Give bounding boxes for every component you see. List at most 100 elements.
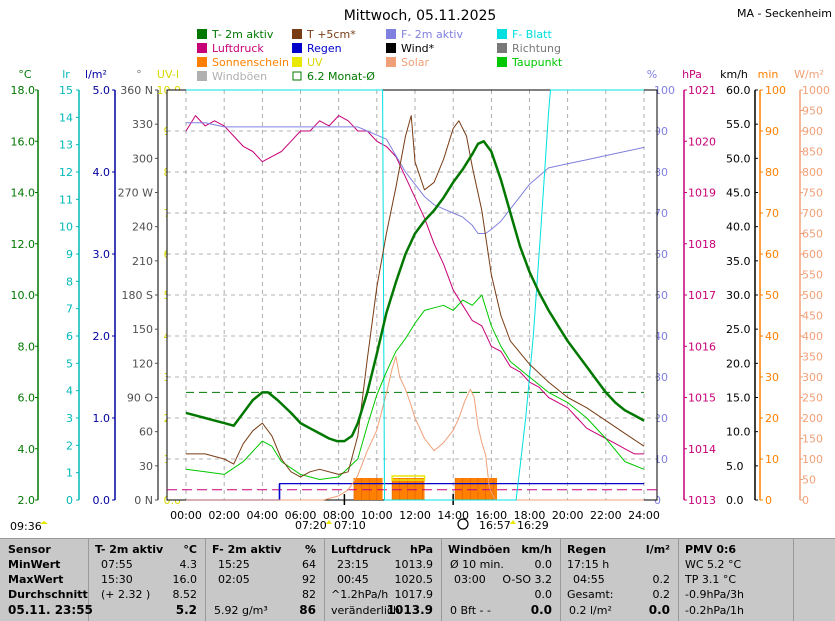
solar-tick-label: 250	[802, 392, 823, 405]
legend-item-sonnenschein-label: Sonnenschein	[212, 56, 289, 69]
dir-tick-label: 0 N	[134, 494, 153, 507]
dir-tick-label: 330	[132, 118, 153, 131]
press-tick-label: 1019	[688, 187, 716, 200]
axis-header-8: min	[758, 68, 779, 81]
press-unit: hPa	[409, 543, 433, 556]
press-tick-label: 1013	[688, 494, 716, 507]
sunrise-time: 07:20	[295, 519, 327, 532]
leaf-tick-label: 14	[59, 111, 73, 124]
legend: T- 2m aktiv T +5cm* F- 2m aktiv F- Blatt Luf…	[197, 28, 563, 83]
sunrise-icon	[326, 520, 332, 524]
solar-tick-label: 200	[802, 412, 823, 425]
solar-tick-label: 450	[802, 310, 823, 323]
legend-item-uv-label: UV	[307, 56, 323, 69]
legend-item-t-2m-aktiv-swatch	[197, 29, 207, 39]
temp-unit: °C	[183, 543, 197, 556]
wind-max-time: 03:00	[454, 573, 486, 586]
axis-header-7: km/h	[720, 68, 748, 81]
sunmin-tick-label: 100	[765, 84, 786, 97]
series-f-2m-aktiv	[186, 122, 645, 234]
solar-tick-label: 50	[802, 474, 816, 487]
wind-avg-value: 0.0	[534, 558, 553, 571]
press-min-value: 1013.9	[394, 558, 434, 571]
series-t-5cm-	[186, 115, 645, 478]
wind-tick-label: 45.0	[726, 187, 751, 200]
press-max-value: 1020.5	[394, 573, 434, 586]
axis-header-5: %	[647, 68, 657, 81]
x-tick-label: 20:00	[552, 509, 584, 522]
sunset-icon	[510, 520, 516, 524]
legend-item-sonnenschein-swatch	[197, 57, 207, 67]
humidity-column: F- 2m aktiv% 15:25 64 02:05 92 82 5.92 g/m…	[206, 539, 325, 621]
press-trend-1h: -0.2hPa/1h	[685, 604, 744, 617]
solar-tick-label: 300	[802, 371, 823, 384]
sunmin-tick-label: 30	[765, 371, 779, 384]
windchill: WC 5.2 °C	[685, 558, 742, 571]
rain-today: 0.2 l/m²	[569, 604, 612, 617]
statistics-panel: Sensor MinWert MaxWert Durchschnitt 05.1…	[0, 538, 835, 621]
wind-max-value: O-SO 3.2	[502, 573, 552, 586]
temp-tick-label: 10.0	[11, 289, 36, 302]
axis-header-0: °C	[18, 68, 32, 81]
legend-item-richtung-swatch	[497, 43, 507, 53]
sunmin-tick-label: 20	[765, 412, 779, 425]
rain-column: Regen l/m² 17:15 h 04:55 0.2 Gesamt: 0.2 0.…	[561, 539, 679, 621]
press-tick-label: 1017	[688, 289, 716, 302]
solar-tick-label: 550	[802, 269, 823, 282]
legend-item-f-blatt-swatch	[497, 29, 507, 39]
axis-header-3: °	[136, 68, 142, 81]
sunmin-tick-label: 40	[765, 330, 779, 343]
dir-tick-label: 180 S	[122, 289, 153, 302]
leaf-tick-label: 9	[66, 248, 73, 261]
hum-min-time: 15:25	[218, 558, 250, 571]
solar-tick-label: 150	[802, 433, 823, 446]
legend-item-t-5cm--swatch	[292, 29, 302, 39]
legend-item-uv-swatch	[292, 57, 302, 67]
moonrise-time: 09:36	[10, 520, 42, 533]
legend-item-windb-en-label: Windböen	[212, 70, 267, 83]
x-tick-label: 02:00	[208, 509, 240, 522]
wind-current-value: 0.0	[530, 603, 552, 617]
station-name: MA - Seckenheim	[737, 7, 832, 20]
legend-item-taupunkt-label: Taupunkt	[511, 56, 563, 69]
temp-avg-value: 8.52	[172, 588, 198, 601]
sunmin-tick-label: 50	[765, 289, 779, 302]
rain-tick-label: 2.0	[93, 330, 111, 343]
press-max-time: 00:45	[337, 573, 369, 586]
leaf-tick-label: 8	[66, 275, 73, 288]
legend-item-t-2m-aktiv-label: T- 2m aktiv	[211, 28, 274, 41]
temp-tick-label: 2.0	[18, 494, 36, 507]
rain-tick-label: 3.0	[93, 248, 111, 261]
dir-tick-label: 60	[139, 426, 153, 439]
rain-max-value: 0.2	[652, 573, 671, 586]
weather-chart: Mittwoch, 05.11.2025 MA - Seckenheim T- …	[10, 7, 832, 533]
wind-tick-label: 60.0	[726, 84, 751, 97]
rain-max-time: 04:55	[573, 573, 605, 586]
wind-header: Windböen	[448, 543, 511, 556]
x-tick-label: 06:00	[285, 509, 317, 522]
press-avg-value: 1017.9	[394, 588, 434, 601]
temp-max-time: 15:30	[101, 573, 133, 586]
solar-tick-label: 900	[802, 125, 823, 138]
temp-max-value: 16.0	[172, 573, 198, 586]
leaf-tick-label: 2	[66, 439, 73, 452]
press-current-value: 1013.9	[386, 603, 433, 617]
legend-item-luftdruck-label: Luftdruck	[212, 42, 264, 55]
sunrise-time-2: 07:10	[334, 519, 366, 532]
wind-tick-label: 0.0	[726, 494, 744, 507]
axis-header-2: l/m²	[85, 68, 107, 81]
temp-header: T- 2m aktiv	[95, 543, 164, 556]
chart-title: Mittwoch, 05.11.2025	[344, 8, 497, 24]
series-solar	[186, 356, 644, 501]
x-tick-label: 16:00	[475, 509, 507, 522]
wind-column: Windböen km/h Ø 10 min. 0.0 03:00 O-SO 3.2 …	[442, 539, 561, 621]
x-tick-label: 22:00	[590, 509, 622, 522]
legend-item-regen-swatch	[292, 43, 302, 53]
axis-header-6: hPa	[682, 68, 702, 81]
pmv-header: PMV 0:6	[685, 543, 737, 556]
solar-tick-label: 750	[802, 187, 823, 200]
axis-header-9: W/m²	[794, 68, 824, 81]
avg-label: Durchschnitt	[8, 588, 88, 601]
wind-tick-label: 40.0	[726, 221, 751, 234]
leaf-tick-label: 13	[59, 139, 73, 152]
